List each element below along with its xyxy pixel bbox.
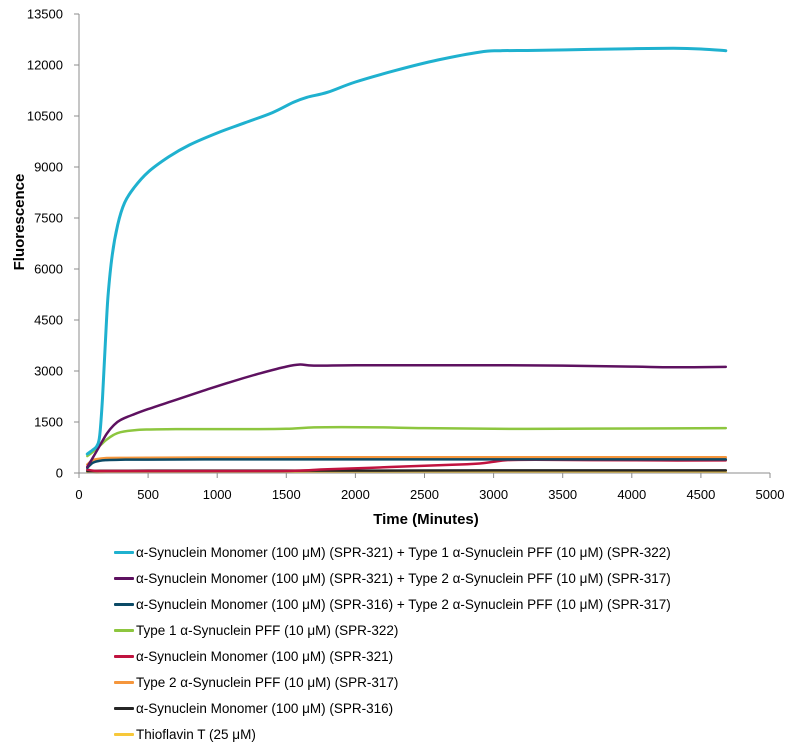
x-tick-label: 3500 bbox=[548, 487, 577, 502]
x-tick-label: 4000 bbox=[617, 487, 646, 502]
y-tick-label: 10500 bbox=[27, 109, 63, 124]
y-tick-label: 6000 bbox=[34, 262, 63, 277]
y-axis-ticks: 0 1500 3000 4500 6000 7500 9000 10500 12000 13500 bbox=[27, 7, 79, 481]
y-tick-label: 3000 bbox=[34, 364, 63, 379]
y-tick-label: 1500 bbox=[34, 415, 63, 430]
series-line-6 bbox=[86, 455, 728, 466]
x-tick-label: 1500 bbox=[272, 487, 301, 502]
series-line-1 bbox=[85, 46, 728, 456]
x-tick-label: 3000 bbox=[479, 487, 508, 502]
y-tick-label: 9000 bbox=[34, 160, 63, 175]
x-tick-label: 2000 bbox=[341, 487, 370, 502]
y-tick-label: 12000 bbox=[27, 58, 63, 73]
x-tick-label: 2500 bbox=[410, 487, 439, 502]
legend-swatch bbox=[114, 628, 134, 632]
legend-swatch bbox=[114, 602, 134, 606]
series-line-3 bbox=[86, 458, 728, 470]
legend-swatch bbox=[114, 706, 134, 710]
legend-swatch bbox=[114, 654, 134, 658]
series-line-2 bbox=[86, 363, 728, 469]
legend-item: α-Synuclein Monomer (100 μM) (SPR-321) +… bbox=[114, 565, 671, 591]
legend-item: Type 1 α-Synuclein PFF (10 μM) (SPR-322) bbox=[114, 617, 671, 643]
legend-label: α-Synuclein Monomer (100 μM) (SPR-321) bbox=[136, 648, 394, 664]
y-tick-label: 4500 bbox=[34, 313, 63, 328]
legend-label: Thioflavin T (25 μM) bbox=[136, 726, 256, 742]
legend-swatch bbox=[114, 732, 134, 736]
y-axis-title: Fluorescence bbox=[11, 174, 28, 271]
series-lines bbox=[85, 46, 728, 474]
line-chart: 0 1500 3000 4500 6000 7500 9000 10500 12000 13500… bbox=[11, 7, 784, 529]
series-line-4 bbox=[86, 425, 728, 458]
x-tick-label: 1000 bbox=[203, 487, 232, 502]
legend-label: α-Synuclein Monomer (100 μM) (SPR-316) +… bbox=[136, 596, 671, 612]
legend-swatch bbox=[114, 680, 134, 684]
x-tick-label: 5000 bbox=[756, 487, 785, 502]
legend: α-Synuclein Monomer (100 μM) (SPR-321) +… bbox=[114, 539, 671, 747]
legend-item: α-Synuclein Monomer (100 μM) (SPR-321) bbox=[114, 643, 671, 669]
legend-item: α-Synuclein Monomer (100 μM) (SPR-316) +… bbox=[114, 591, 671, 617]
legend-label: Type 1 α-Synuclein PFF (10 μM) (SPR-322) bbox=[136, 622, 399, 638]
x-tick-label: 500 bbox=[137, 487, 159, 502]
legend-item: α-Synuclein Monomer (100 μM) (SPR-321) +… bbox=[114, 539, 671, 565]
y-tick-label: 7500 bbox=[34, 211, 63, 226]
x-tick-label: 4500 bbox=[686, 487, 715, 502]
legend-swatch bbox=[114, 550, 134, 554]
legend-label: α-Synuclein Monomer (100 μM) (SPR-316) bbox=[136, 700, 394, 716]
y-tick-label: 13500 bbox=[27, 7, 63, 22]
x-axis-ticks: 0 500 1000 1500 2000 2500 3000 3500 4000 4500 5000 bbox=[75, 473, 784, 502]
y-tick-label: 0 bbox=[56, 466, 63, 481]
legend-swatch bbox=[114, 576, 134, 580]
legend-label: α-Synuclein Monomer (100 μM) (SPR-321) +… bbox=[136, 544, 671, 560]
x-axis-title: Time (Minutes) bbox=[373, 511, 479, 528]
legend-item: Thioflavin T (25 μM) bbox=[114, 721, 671, 747]
x-tick-label: 0 bbox=[75, 487, 82, 502]
legend-item: α-Synuclein Monomer (100 μM) (SPR-316) bbox=[114, 695, 671, 721]
legend-item: Type 2 α-Synuclein PFF (10 μM) (SPR-317) bbox=[114, 669, 671, 695]
legend-label: α-Synuclein Monomer (100 μM) (SPR-321) +… bbox=[136, 570, 671, 586]
legend-label: Type 2 α-Synuclein PFF (10 μM) (SPR-317) bbox=[136, 674, 399, 690]
